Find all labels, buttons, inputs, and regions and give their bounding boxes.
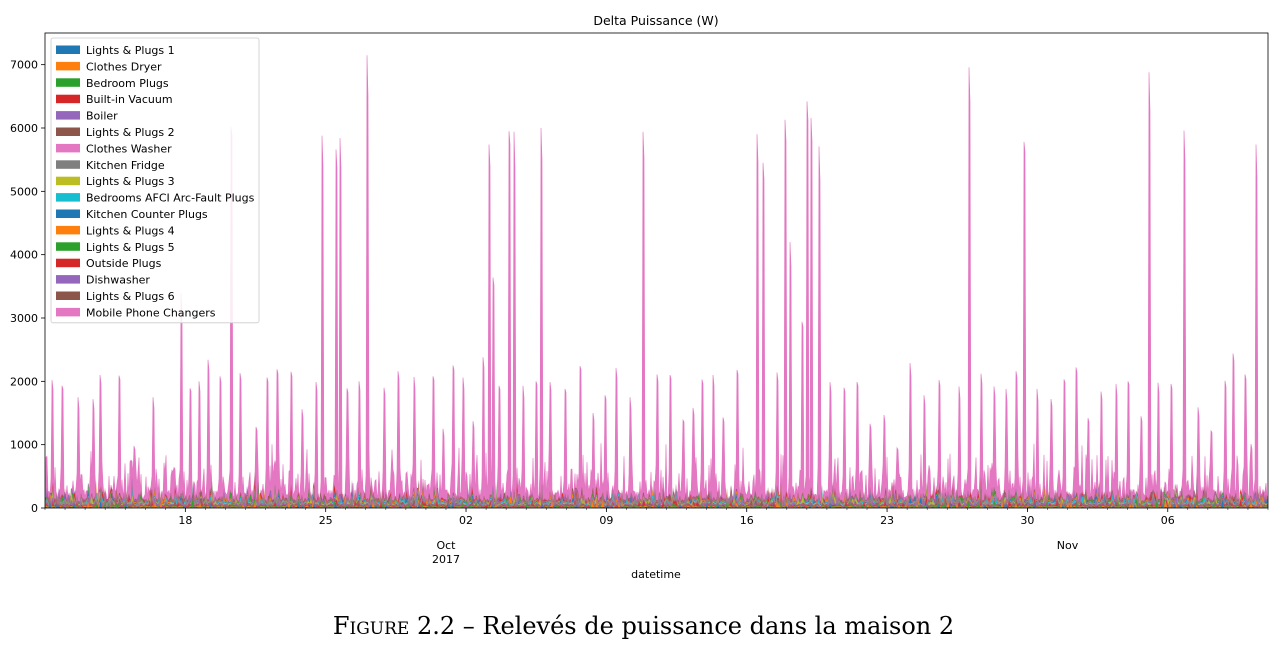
x-tick-label: 23 [880,514,894,527]
y-tick-label: 1000 [10,439,38,452]
legend-swatch [56,143,80,153]
y-tick-label: 7000 [10,59,38,72]
legend-entry: Bedroom Plugs [86,77,169,90]
legend-entry: Outside Plugs [86,257,162,270]
chart-title: Delta Puissance (W) [593,13,718,28]
legend-swatch [56,94,80,104]
x-month-label: Nov [1057,539,1079,552]
legend-swatch [56,242,80,251]
y-tick-label: 4000 [10,249,38,262]
legend-swatch [56,127,80,136]
legend-swatch [56,160,80,169]
legend-entry: Bedrooms AFCI Arc-Fault Plugs [86,192,255,205]
chart: Delta Puissance (W) 0 1000 2000 3000 4000 500… [10,13,1269,581]
x-tick-label: 09 [599,514,613,527]
legend-swatch [56,209,80,218]
y-tick-label: 2000 [10,375,38,388]
x-tick-label: 16 [740,514,754,527]
legend-swatch [56,193,80,202]
legend-entry: Kitchen Counter Plugs [86,208,208,221]
legend-swatch [56,111,80,120]
series-group [45,55,1268,508]
y-tick-label: 3000 [10,312,38,325]
series-band-11 [45,478,1268,505]
plot-frame [44,32,1269,509]
series-band-6 [45,486,1268,508]
series-area-top [45,55,1268,508]
legend-entry: Boiler [86,110,118,123]
x-tick-label: 06 [1161,514,1175,527]
series-band-4 [45,488,1268,508]
legend-swatch [56,176,80,186]
x-tick-label: 30 [1020,514,1034,527]
y-tick-label: 6000 [10,122,38,135]
legend-swatch [56,78,80,87]
legend-swatch [56,275,80,284]
legend-entry: Mobile Phone Changers [86,306,216,319]
x-axis-label: datetime [631,568,681,581]
legend-entry: Dishwasher [86,274,150,287]
legend-entry: Lights & Plugs 6 [86,290,175,303]
legend-swatch [56,258,80,268]
legend-entry: Kitchen Fridge [86,159,165,172]
y-tick-label: 5000 [10,185,38,198]
legend-entry: Lights & Plugs 4 [86,224,175,237]
x-tick-label: 02 [459,514,473,527]
legend: Lights & Plugs 1 Clothes Dryer Bedroom Plu… [50,37,260,324]
x-tick-label: 25 [319,514,333,527]
x-year-label: 2017 [432,553,460,566]
y-axis: 0 1000 2000 3000 4000 5000 6000 7000 [10,59,45,515]
legend-entry: Lights & Plugs 5 [86,241,175,254]
legend-entry: Lights & Plugs 1 [86,44,175,57]
caption-text: – Relevés de puissance dans la maison 2 [455,612,955,640]
legend-swatch [56,291,80,300]
figure-caption: Figure 2.2 – Relevés de puissance dans l… [0,612,1287,640]
legend-swatch [56,225,80,235]
series-band-3 [45,489,1268,508]
x-tick-label: 18 [178,514,192,527]
legend-entry: Built-in Vacuum [86,93,173,106]
legend-swatch [56,61,80,71]
legend-box [50,37,260,324]
legend-swatch [56,45,80,54]
legend-entry: Lights & Plugs 2 [86,126,175,139]
series-band-1 [45,497,1268,508]
legend-entry: Clothes Dryer [86,60,162,73]
x-month-label: Oct [436,539,456,552]
legend-entry: Clothes Washer [86,142,172,155]
figure-label: Figure 2.2 [332,612,456,640]
y-tick-label: 0 [31,502,38,515]
plot-area [44,32,1269,509]
legend-entry: Lights & Plugs 3 [86,175,175,188]
legend-swatch [56,307,80,317]
